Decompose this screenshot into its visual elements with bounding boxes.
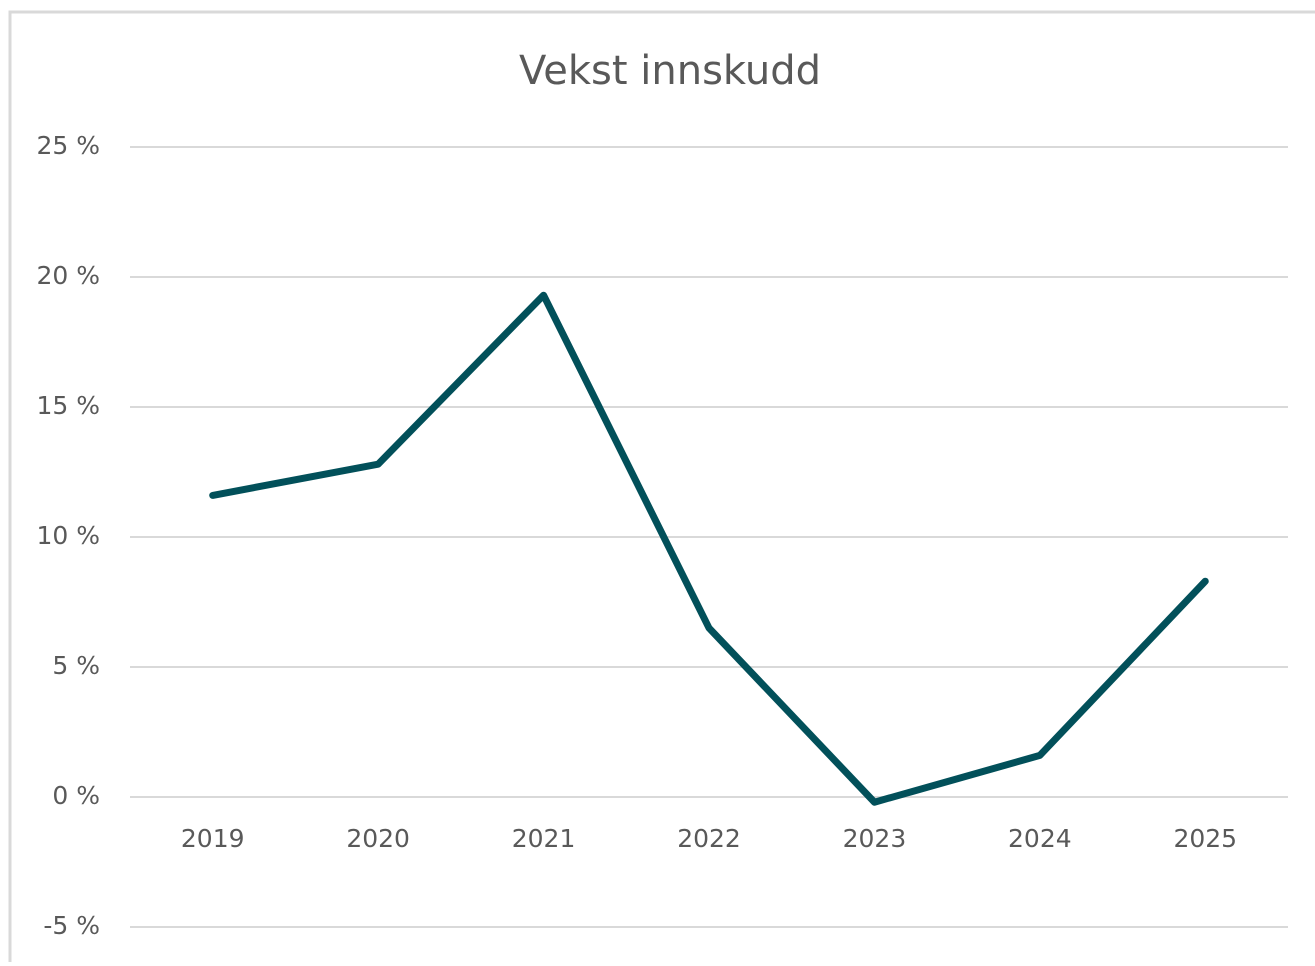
y-tick-label: 25 % (36, 131, 100, 160)
y-tick-label: -5 % (43, 911, 100, 940)
line-series (209, 291, 1209, 806)
chart-title: Vekst innskudd (519, 48, 821, 94)
y-tick-label: 5 % (52, 651, 100, 680)
y-tick-label: 0 % (52, 781, 100, 810)
x-tick-label: 2020 (346, 824, 410, 853)
x-tick-label: 2021 (512, 824, 576, 853)
y-tick-label: 15 % (36, 391, 100, 420)
x-tick-label: 2019 (181, 824, 245, 853)
x-tick-label: 2024 (1008, 824, 1072, 853)
y-tick-label: 10 % (36, 521, 100, 550)
y-tick-label: 20 % (36, 261, 100, 290)
x-tick-label: 2022 (677, 824, 741, 853)
chart-frame (8, 10, 1315, 966)
x-tick-label: 2023 (843, 824, 907, 853)
x-tick-label: 2025 (1173, 824, 1237, 853)
